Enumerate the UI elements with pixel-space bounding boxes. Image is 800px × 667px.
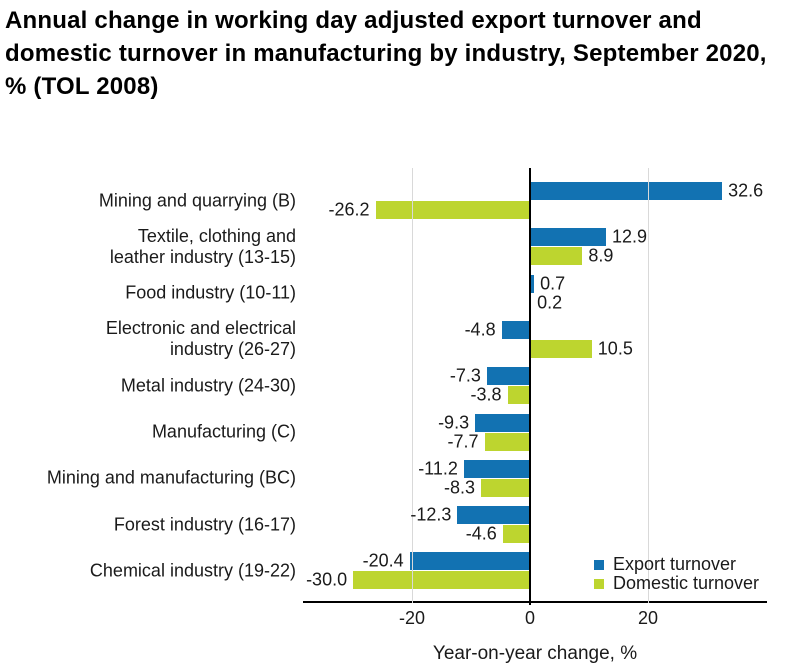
x-tick-label: -20 (398, 608, 426, 628)
bar-value-label: -11.2 (418, 458, 458, 479)
bar-value-label: 0.7 (540, 273, 566, 294)
bar-value-label: -7.3 (449, 365, 481, 386)
bar-value-label: -3.8 (470, 384, 502, 405)
bar-domestic (375, 201, 530, 219)
bar-export (501, 320, 530, 339)
legend-item-domestic: Domestic turnover (594, 573, 760, 593)
x-tick-label: 20 (637, 608, 659, 628)
bar-value-label: 8.9 (588, 245, 614, 266)
bar-value-label: 10.5 (597, 338, 633, 359)
x-axis-line (303, 601, 767, 603)
gridline (648, 168, 649, 603)
bar-domestic (484, 432, 530, 451)
bar-export (486, 367, 530, 386)
bar-value-label: -20.4 (362, 550, 404, 571)
bar-export (463, 459, 530, 478)
zero-axis-line (529, 168, 531, 605)
x-axis-title: Year-on-year change, % (432, 643, 638, 664)
bar-export (409, 552, 530, 571)
category-label: Food industry (10-11) (125, 282, 296, 303)
bar-value-label: -9.3 (438, 412, 470, 432)
bar-value-label: -26.2 (328, 199, 370, 220)
bar-export (529, 228, 606, 247)
bar-value-label: -7.7 (447, 431, 479, 451)
bar-value-label: 32.6 (728, 180, 764, 201)
bar-domestic (507, 386, 530, 405)
bar-domestic (529, 339, 592, 358)
category-label: Mining and manufacturing (BC) (46, 467, 296, 488)
legend-swatch-domestic-icon (594, 578, 604, 589)
bar-value-label: -4.6 (465, 523, 497, 544)
category-label: Metal industry (24-30) (120, 375, 296, 396)
legend-label-domestic: Domestic turnover (613, 573, 760, 593)
bar-domestic (502, 525, 530, 544)
category-label: Chemical industry (19-22) (89, 560, 296, 581)
bar-export (457, 506, 530, 525)
category-label: Manufacturing (C) (151, 421, 296, 442)
legend-swatch-export-icon (594, 559, 604, 570)
bar-value-label: -30.0 (306, 569, 348, 590)
legend: Export turnover Domestic turnover (594, 554, 760, 593)
category-label: Electronic and electrical industry (26-2… (105, 318, 296, 360)
legend-item-export: Export turnover (594, 554, 759, 574)
bar-domestic (481, 478, 530, 497)
bar-value-label: -4.8 (464, 319, 496, 340)
x-tick-label: 0 (524, 608, 536, 628)
category-label: Mining and quarrying (B) (98, 190, 296, 210)
bar-value-label: -8.3 (443, 477, 475, 498)
legend-label-export: Export turnover (613, 554, 737, 574)
category-label: Forest industry (16-17) (113, 514, 296, 535)
bar-export (529, 274, 534, 293)
bar-export (529, 182, 723, 200)
bar-export (475, 413, 530, 432)
category-label: Textile, clothing and leather industry (… (109, 225, 296, 267)
gridline (412, 168, 413, 603)
bar-domestic (529, 247, 583, 266)
bar-value-label: -12.3 (410, 504, 452, 525)
bar-value-label: 12.9 (612, 226, 648, 247)
chart-title: Annual change in working day adjusted ex… (5, 7, 767, 100)
bar-value-label: 0.2 (537, 292, 563, 313)
bar-domestic (353, 571, 530, 590)
